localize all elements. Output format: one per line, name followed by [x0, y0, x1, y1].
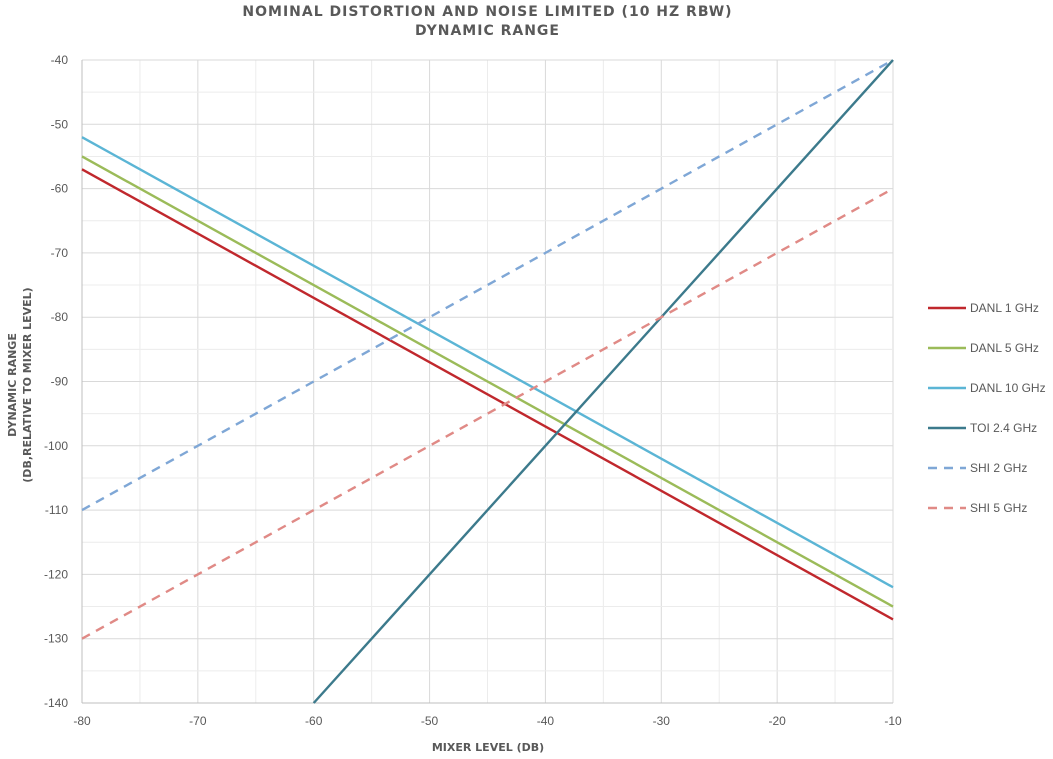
legend-label: SHI 2 GHz	[970, 461, 1027, 475]
y-axis-label-line2: (DB,RELATIVE TO MIXER LEVEL)	[21, 287, 34, 482]
y-axis-label-line1: DYNAMIC RANGE	[6, 333, 19, 437]
y-tick-label: -140	[44, 696, 68, 710]
y-tick-label: -110	[45, 503, 68, 517]
y-tick-label: -50	[51, 117, 69, 131]
x-tick-label: -70	[189, 714, 207, 728]
x-tick-label: -20	[768, 714, 786, 728]
chart-title: NOMINAL DISTORTION AND NOISE LIMITED (10…	[242, 4, 733, 20]
series-line	[81, 187, 894, 640]
series-lines	[81, 58, 894, 704]
legend-label: SHI 5 GHz	[970, 501, 1027, 515]
legend-label: DANL 1 GHz	[970, 301, 1039, 315]
chart-subtitle: DYNAMIC RANGE	[415, 23, 560, 39]
y-tick-label: -40	[51, 53, 69, 67]
x-tick-label: -50	[421, 714, 439, 728]
legend-label: TOI 2.4 GHz	[970, 421, 1037, 435]
series-line	[81, 155, 894, 608]
x-tick-label: -80	[73, 714, 91, 728]
y-tick-label: -80	[51, 310, 69, 324]
legend-label: DANL 5 GHz	[970, 341, 1039, 355]
series-line	[312, 59, 894, 704]
y-axis-ticks: -40 -50 -60 -70 -80 -90 -100 -110 -120 -130 -140	[44, 53, 68, 710]
x-axis-label: MIXER LEVEL (DB)	[432, 741, 544, 754]
x-tick-label: -40	[537, 714, 555, 728]
y-tick-label: -120	[44, 567, 68, 581]
legend: DANL 1 GHz DANL 5 GHz DANL 10 GHz TOI 2.4 G…	[928, 301, 1046, 515]
grid-lines	[81, 59, 894, 704]
x-axis-ticks: -80 -70 -60 -50 -40 -30 -20 -10	[73, 714, 902, 728]
series-line	[81, 168, 894, 621]
y-tick-label: -90	[51, 375, 69, 389]
x-tick-label: -30	[653, 714, 671, 728]
y-tick-label: -130	[44, 632, 68, 646]
x-tick-label: -60	[305, 714, 323, 728]
series-line	[81, 58, 894, 512]
y-tick-label: -100	[44, 439, 68, 453]
y-tick-label: -70	[51, 246, 69, 260]
x-tick-label: -10	[884, 714, 902, 728]
series-line	[81, 136, 894, 589]
legend-label: DANL 10 GHz	[970, 381, 1046, 395]
y-tick-label: -60	[51, 182, 69, 196]
